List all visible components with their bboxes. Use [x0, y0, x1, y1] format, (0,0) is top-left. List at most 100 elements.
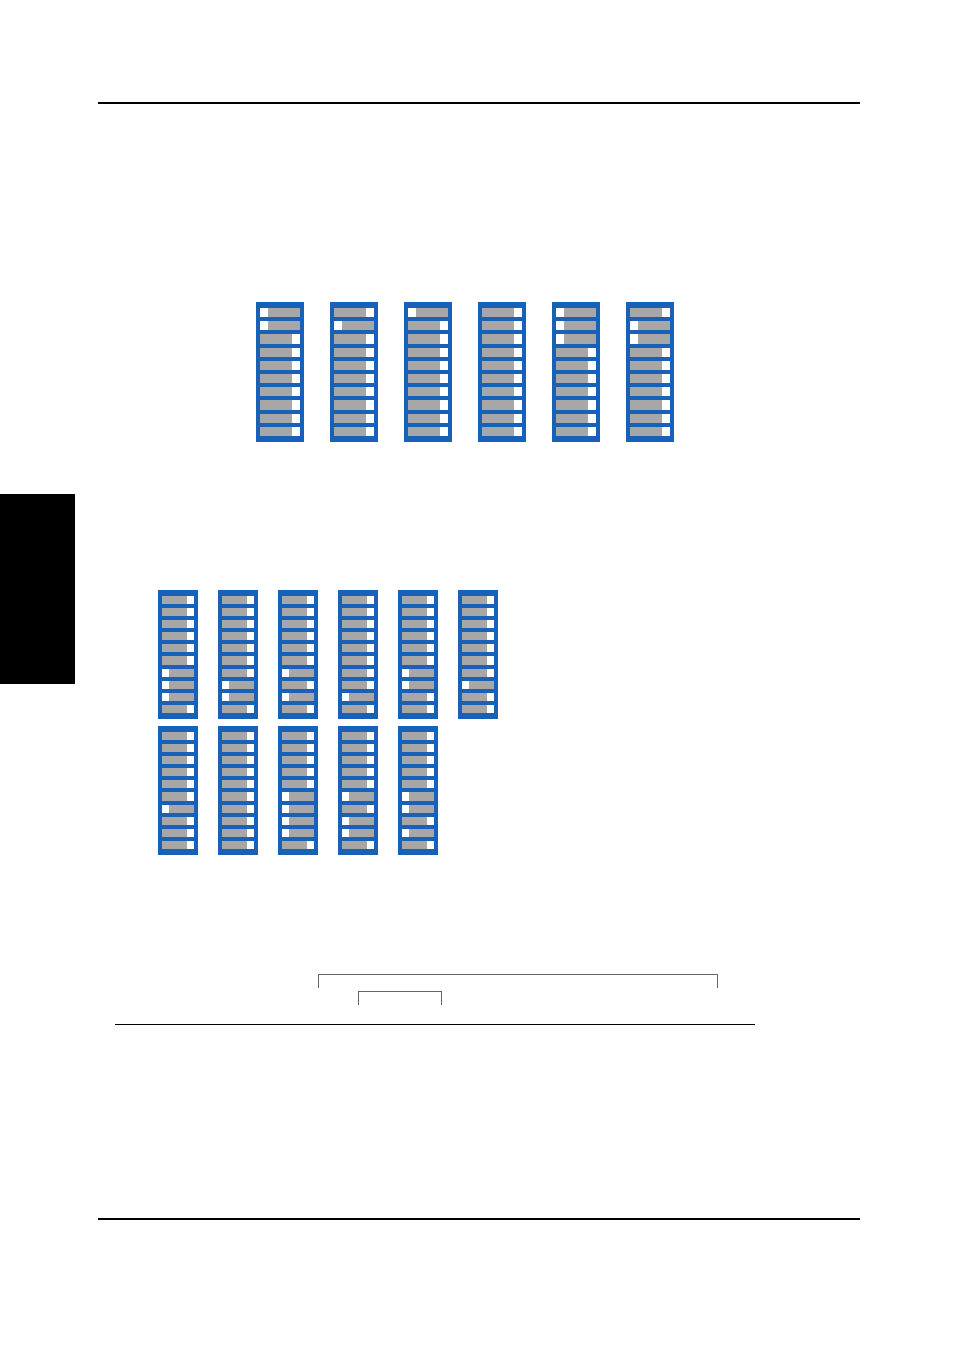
dip-switch: [282, 681, 314, 689]
dip-switch: [282, 656, 314, 664]
dip-switch: [462, 669, 494, 677]
dip-switch: [162, 756, 194, 764]
dip-switch-block: [256, 302, 304, 442]
dip-switch: [408, 387, 448, 396]
dip-switch: [402, 681, 434, 689]
dip-switch: [222, 792, 254, 800]
dip-switch: [334, 321, 374, 330]
dip-switch-row-1: [256, 302, 674, 442]
dip-switch: [342, 705, 374, 713]
dip-switch: [630, 348, 670, 357]
dip-switch: [482, 427, 522, 436]
dip-switch: [342, 732, 374, 740]
dip-switch: [630, 334, 670, 343]
dip-switch: [162, 792, 194, 800]
dip-switch: [402, 780, 434, 788]
dip-switch: [402, 817, 434, 825]
dip-switch: [630, 400, 670, 409]
dip-switch: [260, 361, 300, 370]
dip-switch: [342, 656, 374, 664]
dip-switch: [408, 348, 448, 357]
dip-switch: [162, 805, 194, 813]
dip-switch: [260, 414, 300, 423]
dip-switch: [556, 348, 596, 357]
dip-switch: [222, 805, 254, 813]
dip-switch-row-2: [158, 590, 498, 719]
dip-switch-block: [338, 726, 378, 855]
dip-switch: [342, 780, 374, 788]
dip-switch: [334, 334, 374, 343]
dip-switch: [162, 596, 194, 604]
dip-switch: [342, 620, 374, 628]
dip-switch: [402, 805, 434, 813]
dip-switch: [222, 681, 254, 689]
dip-switch-block: [278, 726, 318, 855]
table-top-rule: [115, 1024, 755, 1025]
dip-switch: [462, 693, 494, 701]
dip-switch: [556, 387, 596, 396]
dip-switch: [334, 400, 374, 409]
dip-switch: [402, 693, 434, 701]
dip-switch: [402, 841, 434, 849]
dip-switch: [462, 620, 494, 628]
dip-switch: [162, 744, 194, 752]
dip-switch: [402, 732, 434, 740]
dip-switch: [408, 427, 448, 436]
dip-switch: [282, 620, 314, 628]
dip-switch: [630, 387, 670, 396]
dip-switch: [282, 669, 314, 677]
dip-switch: [334, 427, 374, 436]
dip-switch: [260, 427, 300, 436]
dip-switch-block: [338, 590, 378, 719]
dip-switch: [222, 656, 254, 664]
dip-switch: [556, 374, 596, 383]
dip-switch: [162, 644, 194, 652]
dip-switch: [162, 681, 194, 689]
dip-switch: [408, 374, 448, 383]
dip-switch: [162, 656, 194, 664]
dip-switch: [342, 681, 374, 689]
dip-switch: [162, 780, 194, 788]
dip-switch-block: [398, 590, 438, 719]
dip-switch: [282, 705, 314, 713]
dip-switch: [282, 756, 314, 764]
dip-switch: [260, 321, 300, 330]
dip-switch-block: [458, 590, 498, 719]
dip-switch: [162, 768, 194, 776]
dip-switch: [482, 387, 522, 396]
dip-switch: [408, 321, 448, 330]
dip-switch: [342, 608, 374, 616]
dip-switch: [334, 348, 374, 357]
dip-switch: [402, 744, 434, 752]
dip-switch: [282, 841, 314, 849]
dip-switch: [402, 756, 434, 764]
dip-switch: [162, 841, 194, 849]
dip-switch: [334, 308, 374, 317]
dip-switch: [482, 334, 522, 343]
dip-switch: [260, 348, 300, 357]
dip-switch: [260, 308, 300, 317]
dip-switch: [282, 768, 314, 776]
dip-switch: [282, 632, 314, 640]
dip-switch: [462, 656, 494, 664]
dip-switch: [462, 681, 494, 689]
dip-switch: [260, 374, 300, 383]
dip-switch: [402, 644, 434, 652]
dip-switch: [342, 817, 374, 825]
dip-switch: [482, 374, 522, 383]
dip-switch-block: [218, 726, 258, 855]
dip-switch: [408, 414, 448, 423]
dip-switch: [482, 321, 522, 330]
dip-switch: [222, 620, 254, 628]
dip-switch: [402, 768, 434, 776]
dip-switch: [402, 669, 434, 677]
dip-switch: [482, 414, 522, 423]
dip-switch: [222, 608, 254, 616]
dip-switch: [482, 308, 522, 317]
dip-switch: [408, 308, 448, 317]
dip-switch: [222, 732, 254, 740]
dip-switch: [630, 308, 670, 317]
dip-switch: [556, 361, 596, 370]
dip-switch: [482, 400, 522, 409]
dip-switch: [282, 596, 314, 604]
